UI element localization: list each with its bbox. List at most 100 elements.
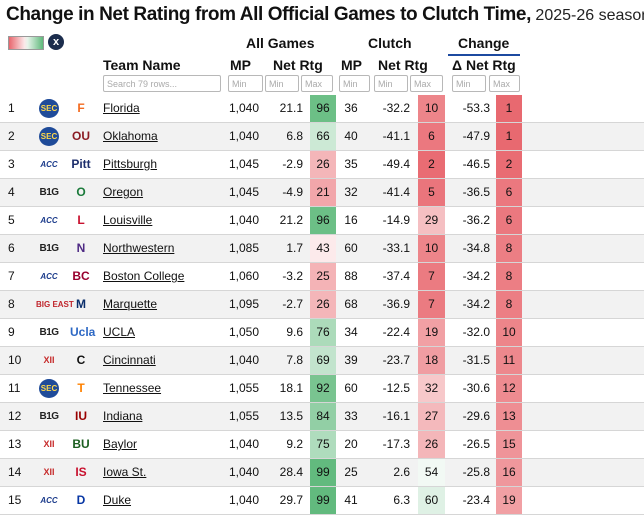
team-link[interactable]: Marquette bbox=[103, 297, 158, 311]
delta-net-rtg-cell: -23.4 bbox=[462, 493, 490, 507]
percentile-all-cell: 66 bbox=[310, 123, 336, 150]
percentile-all-cell: 76 bbox=[310, 319, 336, 346]
team-link[interactable]: Florida bbox=[103, 101, 140, 115]
mp-clutch-cell: 41 bbox=[344, 493, 358, 507]
heatmap-toggle-icon[interactable] bbox=[8, 36, 44, 50]
team-search-input[interactable] bbox=[103, 75, 221, 92]
conference-logo-icon: XII bbox=[43, 355, 55, 365]
data-table: 1 SEC F Florida 1,040 21.1 96 36 -32.2 1… bbox=[0, 95, 644, 515]
mp-clutch-cell: 88 bbox=[344, 269, 358, 283]
header-mp-clutch[interactable]: MP bbox=[341, 57, 362, 73]
net-rtg-clutch-cell: -33.1 bbox=[382, 241, 410, 255]
delta-max-input[interactable] bbox=[489, 75, 520, 92]
delta-net-rtg-cell: -53.3 bbox=[462, 101, 490, 115]
rank-cell: 13 bbox=[8, 437, 22, 451]
rank-cell: 5 bbox=[8, 213, 15, 227]
conference-logo-icon: XII bbox=[43, 439, 55, 449]
percentile-clutch-cell: 7 bbox=[418, 291, 445, 318]
percentile-delta-cell: 6 bbox=[496, 207, 522, 234]
team-logo-icon: M bbox=[76, 297, 86, 311]
rank-cell: 3 bbox=[8, 157, 15, 171]
header-mp-all[interactable]: MP bbox=[230, 57, 251, 73]
net-rtg-all-cell: 9.6 bbox=[286, 325, 303, 339]
delta-net-rtg-cell: -34.2 bbox=[462, 297, 490, 311]
net-clutch-max-input[interactable] bbox=[410, 75, 443, 92]
team-link[interactable]: UCLA bbox=[103, 325, 136, 339]
team-link[interactable]: Cincinnati bbox=[103, 353, 156, 367]
header-net-rtg-all[interactable]: Net Rtg bbox=[273, 57, 323, 73]
team-logo-icon: O bbox=[76, 185, 86, 199]
close-icon[interactable]: x bbox=[48, 34, 64, 50]
delta-net-rtg-cell: -46.5 bbox=[462, 157, 490, 171]
table-row: 4 B1G O Oregon 1,045 -4.9 21 32 -41.4 5 … bbox=[0, 179, 644, 207]
net-rtg-all-cell: 1.7 bbox=[286, 241, 303, 255]
mp-all-min-input[interactable] bbox=[228, 75, 263, 92]
mp-clutch-cell: 60 bbox=[344, 381, 358, 395]
team-link[interactable]: Oregon bbox=[103, 185, 144, 199]
percentile-all-cell: 96 bbox=[310, 207, 336, 234]
table-row: 9 B1G Ucla UCLA 1,050 9.6 76 34 -22.4 19… bbox=[0, 319, 644, 347]
rank-cell: 11 bbox=[8, 381, 21, 395]
mp-clutch-cell: 35 bbox=[344, 157, 358, 171]
table-toolbar: x bbox=[8, 34, 68, 52]
net-all-min-input[interactable] bbox=[265, 75, 299, 92]
net-rtg-all-cell: -2.7 bbox=[282, 297, 303, 311]
percentile-clutch-cell: 10 bbox=[418, 235, 445, 262]
team-link[interactable]: Duke bbox=[103, 493, 132, 507]
conference-logo-icon: B1G bbox=[39, 187, 59, 198]
team-logo-icon: T bbox=[77, 381, 85, 395]
percentile-delta-cell: 6 bbox=[496, 179, 522, 206]
delta-net-rtg-cell: -34.2 bbox=[462, 269, 490, 283]
net-rtg-clutch-cell: 2.6 bbox=[393, 465, 410, 479]
team-link[interactable]: Indiana bbox=[103, 409, 143, 423]
team-link[interactable]: Northwestern bbox=[103, 241, 175, 255]
table-row: 15 ACC D Duke 1,040 29.7 99 41 6.3 60 -2… bbox=[0, 487, 644, 515]
net-rtg-all-cell: 7.8 bbox=[286, 353, 303, 367]
table-row: 6 B1G N Northwestern 1,085 1.7 43 60 -33… bbox=[0, 235, 644, 263]
table-row: 12 B1G IU Indiana 1,055 13.5 84 33 -16.1… bbox=[0, 403, 644, 431]
team-logo-icon: Ucla bbox=[70, 325, 96, 339]
mp-clutch-min-input[interactable] bbox=[339, 75, 370, 92]
percentile-all-cell: 25 bbox=[310, 263, 336, 290]
net-rtg-all-cell: 29.7 bbox=[279, 493, 303, 507]
net-rtg-all-cell: 28.4 bbox=[279, 465, 303, 479]
rank-cell: 14 bbox=[8, 465, 22, 479]
header-net-rtg-clutch[interactable]: Net Rtg bbox=[378, 57, 428, 73]
percentile-clutch-cell: 27 bbox=[418, 403, 445, 430]
delta-net-rtg-cell: -31.5 bbox=[462, 353, 490, 367]
team-link[interactable]: Boston College bbox=[103, 269, 185, 283]
net-rtg-clutch-cell: -17.3 bbox=[382, 437, 410, 451]
team-link[interactable]: Pittsburgh bbox=[103, 157, 158, 171]
percentile-clutch-cell: 7 bbox=[418, 263, 445, 290]
percentile-clutch-cell: 29 bbox=[418, 207, 445, 234]
percentile-delta-cell: 10 bbox=[496, 319, 522, 346]
team-link[interactable]: Oklahoma bbox=[103, 129, 158, 143]
team-link[interactable]: Louisville bbox=[103, 213, 153, 227]
conference-logo-icon: B1G bbox=[39, 243, 59, 254]
mp-clutch-cell: 68 bbox=[344, 297, 358, 311]
team-link[interactable]: Tennessee bbox=[103, 381, 162, 395]
table-row: 7 ACC BC Boston College 1,060 -3.2 25 88… bbox=[0, 263, 644, 291]
net-all-max-input[interactable] bbox=[301, 75, 333, 92]
table-row: 8 BIG EAST M Marquette 1,095 -2.7 26 68 … bbox=[0, 291, 644, 319]
net-rtg-all-cell: 9.2 bbox=[286, 437, 303, 451]
team-link[interactable]: Iowa St. bbox=[103, 465, 147, 479]
title-season: 2025-26 season bbox=[530, 7, 644, 24]
percentile-delta-cell: 16 bbox=[496, 459, 522, 486]
percentile-all-cell: 26 bbox=[310, 291, 336, 318]
team-link[interactable]: Baylor bbox=[103, 437, 138, 451]
table-row: 13 XII BU Baylor 1,040 9.2 75 20 -17.3 2… bbox=[0, 431, 644, 459]
mp-all-cell: 1,040 bbox=[228, 129, 259, 143]
percentile-clutch-cell: 60 bbox=[418, 487, 445, 514]
net-clutch-min-input[interactable] bbox=[374, 75, 408, 92]
percentile-clutch-cell: 19 bbox=[418, 319, 445, 346]
delta-min-input[interactable] bbox=[452, 75, 486, 92]
percentile-delta-cell: 1 bbox=[496, 95, 522, 122]
mp-all-cell: 1,040 bbox=[228, 213, 259, 227]
header-team-name[interactable]: Team Name bbox=[103, 57, 181, 73]
header-delta-net-rtg[interactable]: Δ Net Rtg bbox=[452, 57, 516, 73]
rank-cell: 15 bbox=[8, 493, 22, 507]
delta-net-rtg-cell: -47.9 bbox=[462, 129, 490, 143]
mp-all-cell: 1,085 bbox=[228, 241, 259, 255]
percentile-all-cell: 26 bbox=[310, 151, 336, 178]
